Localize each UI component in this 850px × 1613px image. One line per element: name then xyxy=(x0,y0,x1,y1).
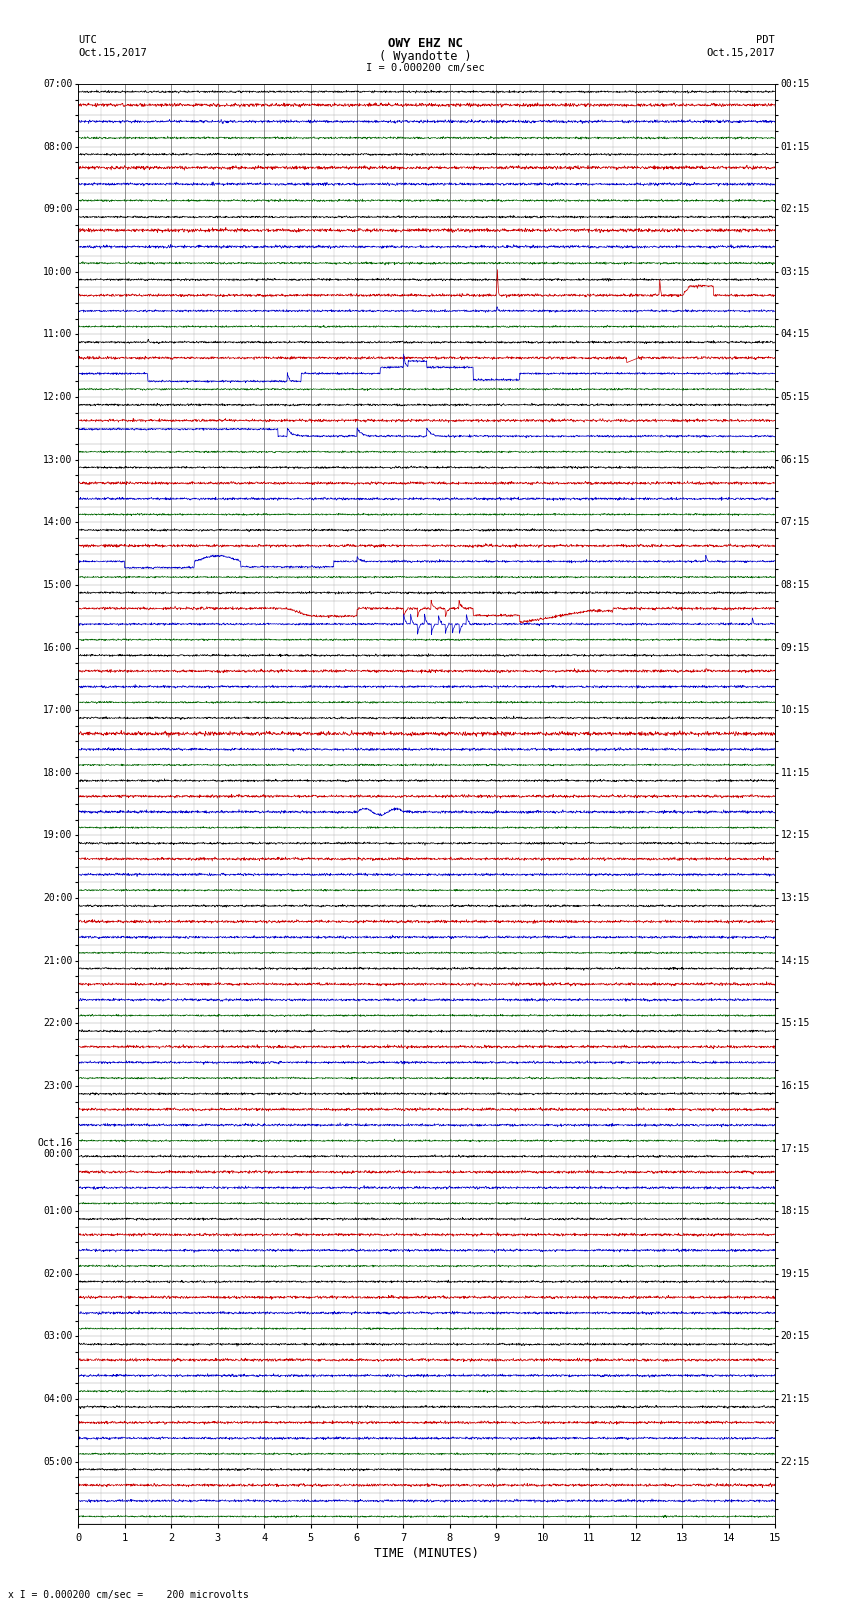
Text: Oct.15,2017: Oct.15,2017 xyxy=(78,48,147,58)
Text: I = 0.000200 cm/sec: I = 0.000200 cm/sec xyxy=(366,63,484,73)
Text: PDT: PDT xyxy=(756,35,775,45)
Text: UTC: UTC xyxy=(78,35,97,45)
X-axis label: TIME (MINUTES): TIME (MINUTES) xyxy=(374,1547,479,1560)
Text: ( Wyandotte ): ( Wyandotte ) xyxy=(379,50,471,63)
Text: Oct.15,2017: Oct.15,2017 xyxy=(706,48,775,58)
Text: OWY EHZ NC: OWY EHZ NC xyxy=(388,37,462,50)
Text: x I = 0.000200 cm/sec =    200 microvolts: x I = 0.000200 cm/sec = 200 microvolts xyxy=(8,1590,249,1600)
